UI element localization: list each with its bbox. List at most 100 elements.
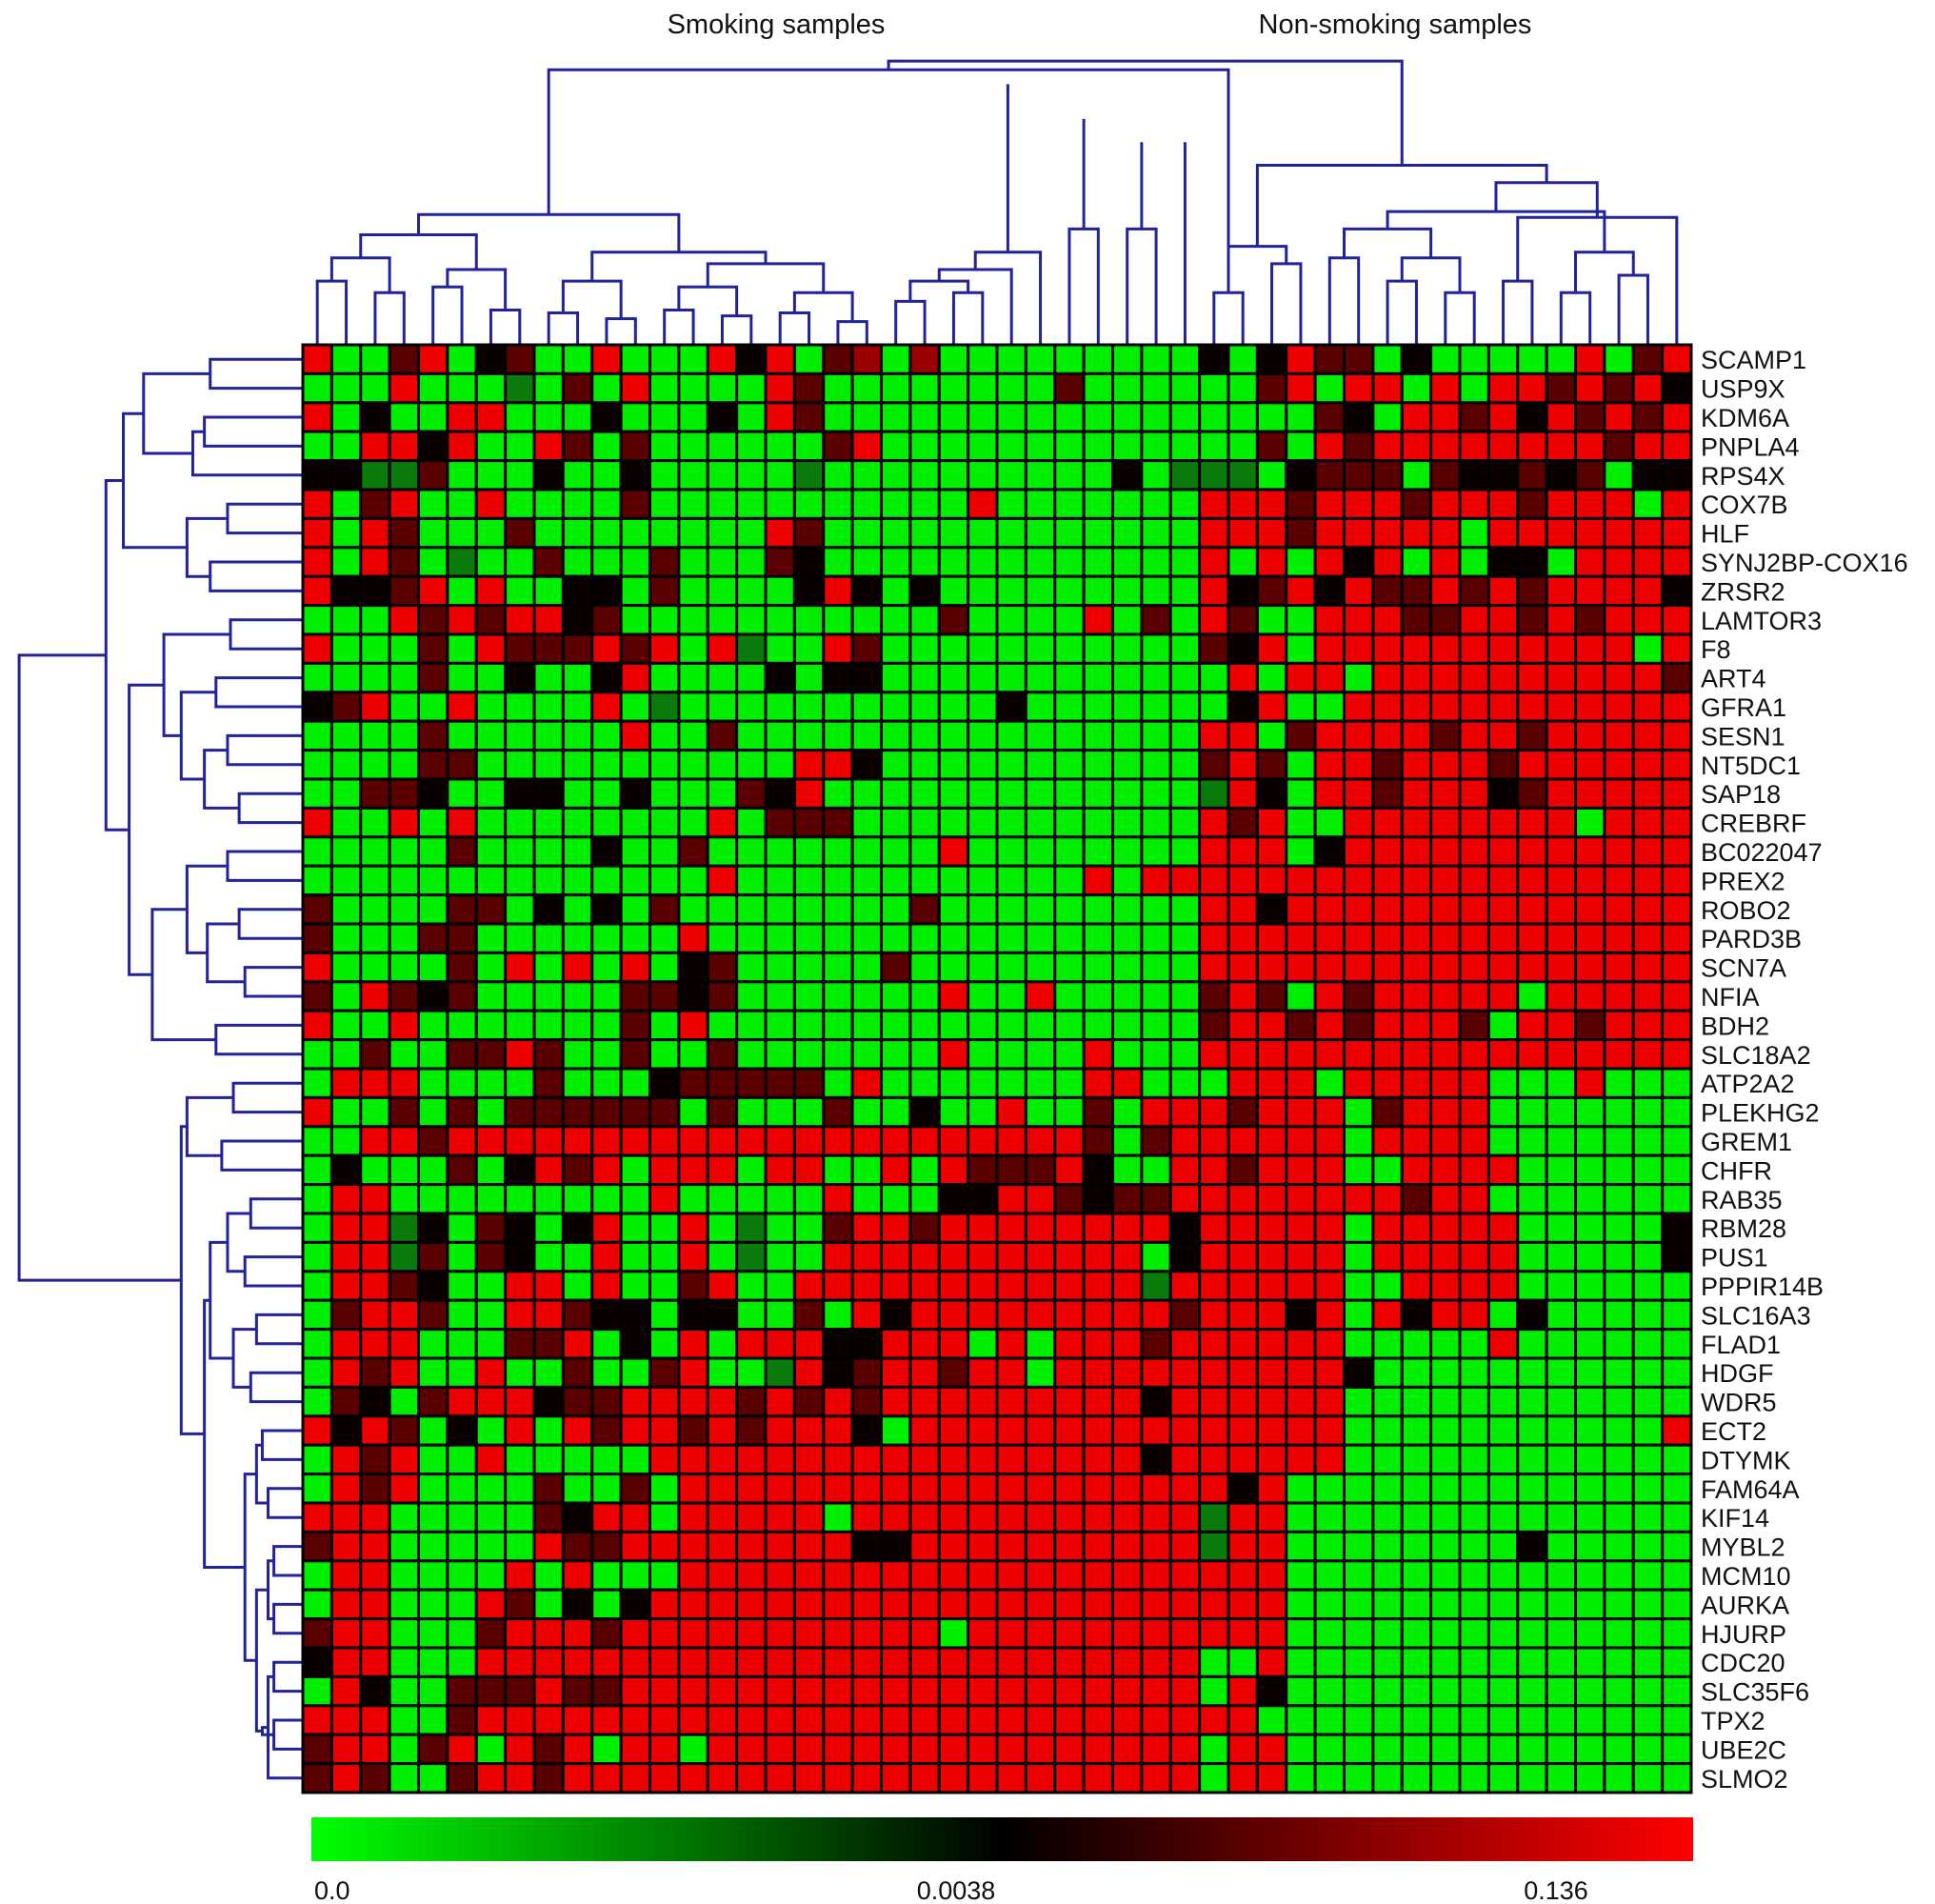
heatmap-cell [1574,1328,1606,1360]
heatmap-cell [822,632,854,665]
heatmap-cell [822,1704,854,1736]
heatmap-cell [1486,343,1520,375]
heatmap-cell [1313,1414,1346,1447]
heatmap-cell [561,430,594,463]
heatmap-cell [1168,1125,1202,1157]
heatmap-cell [1400,691,1433,723]
heatmap-cell [1486,1443,1520,1476]
heatmap-cell [417,1240,449,1273]
heatmap-cell [619,1183,651,1215]
heatmap-cell [1198,632,1230,665]
heatmap-cell [1255,1038,1288,1071]
dendrogram-branch [1386,279,1418,345]
heatmap-cell [1285,661,1317,694]
heatmap-cell [967,1530,999,1563]
heatmap-cell [1285,922,1317,954]
heatmap-cell [1343,951,1375,984]
heatmap-cell [388,806,420,839]
heatmap-cell [590,1501,623,1533]
heatmap-cell [1486,1530,1520,1563]
heatmap-cell [474,1183,508,1215]
dendrogram-branch [1400,256,1462,293]
heatmap-cell [417,1473,449,1505]
heatmap-cell [1053,1501,1086,1533]
heatmap-cell [1227,1240,1259,1273]
heatmap-cell [561,1212,594,1244]
heatmap-cell [1285,1704,1317,1736]
heatmap-cell [967,516,999,550]
heatmap-cell [677,1704,709,1736]
row-label: FAM64A [1701,1475,1800,1504]
heatmap-cell [792,488,826,520]
heatmap-cell [359,893,391,926]
heatmap-cell [1516,661,1548,694]
heatmap-cell [1400,1125,1433,1157]
heatmap-cell [474,893,508,926]
heatmap-cell [1458,488,1490,520]
dendrogram-branch [1126,227,1158,345]
heatmap-cell [1631,1240,1665,1273]
row-label: NFIA [1701,983,1760,1012]
heatmap-cell [1574,893,1606,926]
heatmap-cell [880,1674,912,1708]
heatmap-cell [1486,661,1520,694]
heatmap-cell [474,951,508,984]
heatmap-cell [880,719,912,752]
heatmap-cell [1140,1240,1172,1273]
heatmap-cell [1024,1733,1057,1766]
heatmap-cell [446,1473,478,1505]
heatmap-cell [590,1617,623,1650]
heatmap-cell [1631,546,1665,578]
heatmap-cell [1227,488,1259,520]
heatmap-cell [619,980,651,1012]
heatmap-cell [764,1674,796,1708]
row-label: SCN7A [1701,954,1786,983]
heatmap-cell [822,1356,854,1389]
heatmap-cell [706,1240,739,1273]
heatmap-cell [1140,1356,1172,1389]
row-dendrogram [17,357,303,1780]
heatmap-cell [967,1095,999,1129]
dendrogram-branch [605,317,637,345]
heatmap-cell [1429,1733,1462,1766]
heatmap-cell [1111,835,1144,868]
heatmap-cell [1053,1473,1086,1505]
heatmap-cells [301,343,1693,1794]
heatmap-cell [474,1501,508,1533]
heatmap-cell [301,1125,333,1157]
heatmap-cell [706,1125,739,1157]
heatmap-cell [648,1617,681,1650]
heatmap-cell [1168,893,1202,926]
heatmap-cell [446,343,478,375]
heatmap-cell [1400,922,1433,954]
heatmap-cell [1371,1559,1404,1592]
heatmap-cell [1631,1038,1665,1071]
heatmap-cell [446,1067,478,1099]
heatmap-cell [532,806,565,839]
heatmap-cell [1486,1501,1520,1533]
heatmap-cell [706,893,739,926]
heatmap-cell [1516,806,1548,839]
heatmap-cell [792,1067,826,1099]
heatmap-cell [474,574,508,608]
heatmap-cell [1053,1443,1086,1476]
heatmap-cell [590,1240,623,1273]
heatmap-cell [1516,1530,1548,1563]
heatmap-cell [1082,1270,1114,1302]
dendrogram-branch [226,850,303,882]
heatmap-cell [1053,1153,1086,1187]
heatmap-cell [677,1153,709,1187]
heatmap-cell [850,488,883,520]
heatmap-cell [1227,1530,1259,1563]
heatmap-cell [677,777,709,810]
row-label: GREM1 [1701,1128,1792,1156]
heatmap-cell [532,1153,565,1187]
heatmap-cell [1227,1212,1259,1244]
heatmap-cell [1227,1038,1259,1071]
heatmap-cell [561,604,594,636]
heatmap-cell [1313,980,1346,1012]
heatmap-cell [329,893,363,926]
heatmap-cell [329,661,363,694]
heatmap-cell [1343,1153,1375,1187]
heatmap-cell [677,1674,709,1708]
